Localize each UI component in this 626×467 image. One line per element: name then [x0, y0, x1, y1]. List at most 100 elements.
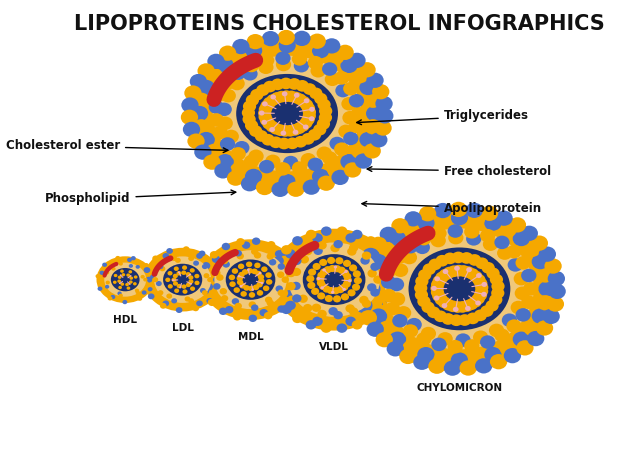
Circle shape: [259, 160, 274, 173]
Circle shape: [337, 324, 347, 333]
Circle shape: [474, 289, 487, 301]
Circle shape: [523, 321, 541, 336]
Circle shape: [441, 313, 454, 325]
Circle shape: [172, 256, 177, 261]
Circle shape: [366, 314, 376, 323]
Circle shape: [393, 314, 408, 327]
Circle shape: [322, 285, 331, 293]
Circle shape: [205, 269, 213, 276]
Circle shape: [309, 87, 322, 99]
Circle shape: [295, 173, 313, 188]
Circle shape: [300, 99, 313, 111]
Circle shape: [431, 338, 446, 351]
Circle shape: [404, 211, 422, 226]
Circle shape: [523, 241, 541, 257]
Ellipse shape: [357, 206, 562, 372]
Circle shape: [500, 222, 516, 237]
Circle shape: [265, 297, 272, 303]
Circle shape: [263, 97, 276, 108]
Ellipse shape: [303, 254, 366, 305]
Circle shape: [317, 241, 327, 249]
Circle shape: [545, 258, 562, 274]
Circle shape: [325, 295, 333, 302]
Circle shape: [165, 277, 170, 282]
Circle shape: [309, 107, 315, 112]
Circle shape: [259, 272, 262, 275]
Circle shape: [237, 275, 240, 277]
Circle shape: [393, 263, 408, 277]
Circle shape: [521, 296, 536, 309]
Circle shape: [396, 306, 411, 319]
Circle shape: [389, 332, 406, 347]
Circle shape: [195, 281, 200, 285]
Circle shape: [291, 282, 300, 290]
Circle shape: [319, 112, 332, 123]
Circle shape: [365, 267, 382, 283]
Circle shape: [267, 241, 275, 248]
Circle shape: [152, 255, 159, 262]
Circle shape: [452, 252, 465, 263]
Circle shape: [480, 229, 495, 242]
Ellipse shape: [163, 264, 202, 296]
Circle shape: [536, 295, 554, 311]
Circle shape: [388, 269, 399, 278]
Circle shape: [327, 163, 344, 178]
Circle shape: [150, 263, 157, 269]
Circle shape: [381, 276, 396, 289]
Circle shape: [366, 106, 383, 121]
Text: LDL: LDL: [172, 323, 193, 333]
Circle shape: [451, 353, 468, 368]
Circle shape: [319, 105, 332, 117]
Circle shape: [239, 272, 245, 277]
Circle shape: [448, 265, 461, 277]
Circle shape: [129, 264, 133, 268]
Circle shape: [468, 254, 481, 266]
Circle shape: [247, 269, 250, 271]
Circle shape: [279, 78, 292, 89]
Circle shape: [258, 278, 265, 284]
Circle shape: [317, 118, 330, 130]
Circle shape: [504, 348, 521, 363]
Circle shape: [143, 278, 148, 282]
Circle shape: [446, 300, 459, 312]
Circle shape: [221, 258, 228, 264]
Circle shape: [118, 262, 123, 266]
Circle shape: [317, 272, 326, 279]
Circle shape: [481, 205, 498, 221]
Circle shape: [366, 236, 376, 246]
Circle shape: [513, 231, 530, 246]
Circle shape: [220, 288, 227, 295]
Circle shape: [303, 125, 309, 129]
Circle shape: [260, 114, 273, 126]
Circle shape: [455, 333, 471, 347]
Circle shape: [277, 263, 285, 270]
Circle shape: [443, 253, 456, 264]
Circle shape: [497, 247, 512, 260]
Circle shape: [275, 91, 288, 102]
Circle shape: [309, 34, 326, 49]
Circle shape: [433, 275, 446, 287]
Circle shape: [341, 293, 349, 300]
Circle shape: [201, 287, 209, 295]
Circle shape: [303, 110, 316, 122]
Circle shape: [188, 276, 193, 280]
Circle shape: [434, 276, 440, 281]
Circle shape: [128, 270, 132, 274]
Circle shape: [221, 295, 228, 302]
Circle shape: [173, 274, 178, 278]
Circle shape: [240, 291, 247, 297]
Circle shape: [402, 222, 419, 237]
Circle shape: [297, 240, 308, 249]
Circle shape: [431, 286, 444, 298]
Circle shape: [531, 235, 548, 251]
Circle shape: [259, 104, 272, 115]
Circle shape: [236, 238, 245, 246]
Circle shape: [118, 276, 121, 279]
Circle shape: [255, 271, 262, 276]
Circle shape: [249, 301, 256, 308]
Circle shape: [186, 272, 191, 276]
Circle shape: [349, 120, 364, 133]
Circle shape: [96, 274, 100, 278]
Circle shape: [108, 296, 113, 300]
Circle shape: [150, 290, 157, 296]
